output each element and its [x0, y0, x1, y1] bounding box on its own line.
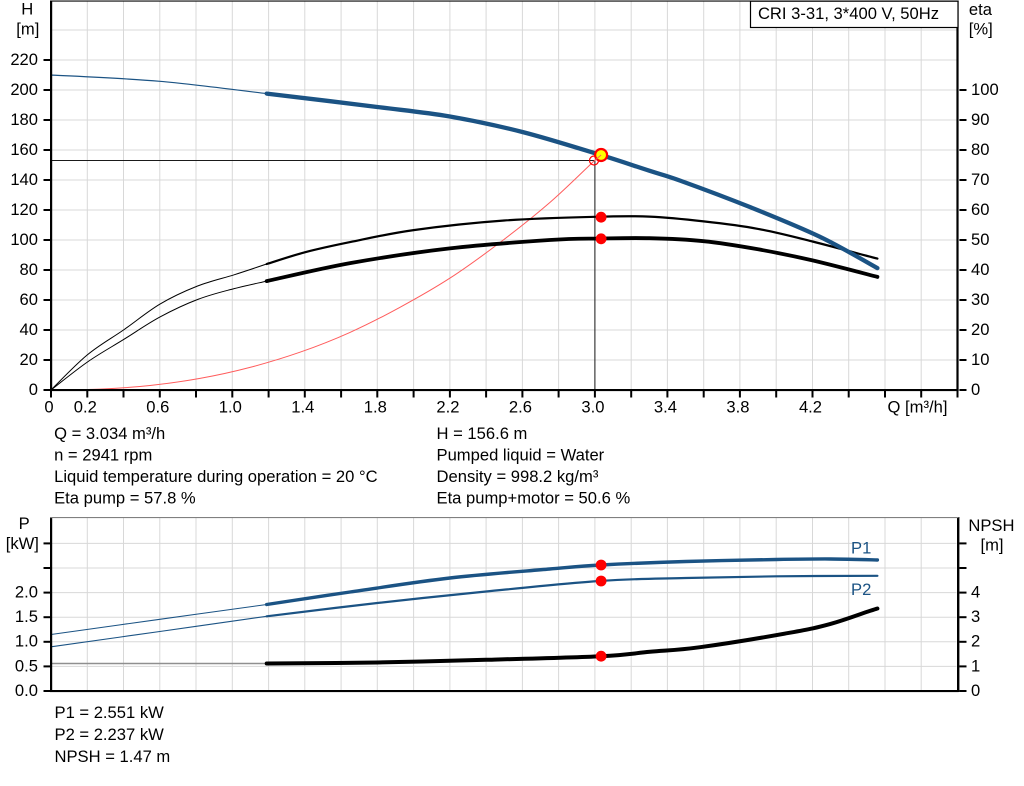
- svg-text:0.5: 0.5: [15, 656, 38, 675]
- svg-text:1.8: 1.8: [364, 397, 387, 416]
- svg-text:[m]: [m]: [980, 535, 1003, 554]
- svg-text:0.6: 0.6: [146, 397, 169, 416]
- svg-text:90: 90: [971, 110, 989, 129]
- svg-text:200: 200: [10, 80, 38, 99]
- svg-text:3.4: 3.4: [654, 397, 677, 416]
- svg-text:70: 70: [971, 170, 989, 189]
- svg-text:100: 100: [10, 230, 38, 249]
- svg-text:0: 0: [29, 380, 38, 399]
- svg-text:0: 0: [44, 397, 53, 416]
- svg-text:NPSH: NPSH: [968, 516, 1014, 535]
- svg-text:0: 0: [971, 380, 980, 399]
- svg-text:140: 140: [10, 170, 38, 189]
- svg-text:[%]: [%]: [969, 19, 993, 38]
- svg-text:P2 = 2.237 kW: P2 = 2.237 kW: [55, 725, 165, 744]
- svg-text:2.6: 2.6: [509, 397, 532, 416]
- svg-text:1.0: 1.0: [219, 397, 242, 416]
- svg-text:P2: P2: [851, 580, 871, 599]
- svg-text:Pumped liquid = Water: Pumped liquid = Water: [437, 446, 605, 465]
- svg-text:0: 0: [971, 681, 980, 700]
- svg-text:10: 10: [971, 350, 989, 369]
- svg-text:3.0: 3.0: [581, 397, 604, 416]
- svg-text:40: 40: [20, 320, 38, 339]
- svg-text:P1 = 2.551 kW: P1 = 2.551 kW: [55, 703, 165, 722]
- svg-text:3: 3: [971, 607, 980, 626]
- svg-text:[m]: [m]: [16, 20, 39, 39]
- svg-text:2: 2: [971, 632, 980, 651]
- svg-text:4: 4: [971, 583, 980, 602]
- svg-text:n = 2941 rpm: n = 2941 rpm: [54, 446, 152, 465]
- svg-text:H: H: [21, 0, 33, 19]
- svg-text:220: 220: [10, 50, 38, 69]
- svg-text:1.5: 1.5: [15, 607, 38, 626]
- svg-text:NPSH = 1.47 m: NPSH = 1.47 m: [55, 747, 171, 766]
- svg-text:P: P: [19, 514, 30, 533]
- svg-text:Q [m³/h]: Q [m³/h]: [888, 397, 948, 416]
- svg-text:1.4: 1.4: [291, 397, 314, 416]
- svg-text:Eta pump+motor = 50.6 %: Eta pump+motor = 50.6 %: [437, 489, 631, 508]
- svg-text:Q = 3.034 m³/h: Q = 3.034 m³/h: [54, 424, 165, 443]
- svg-text:60: 60: [20, 290, 38, 309]
- svg-text:0.2: 0.2: [74, 397, 97, 416]
- svg-text:1.0: 1.0: [15, 632, 38, 651]
- svg-text:20: 20: [971, 320, 989, 339]
- svg-text:100: 100: [971, 80, 999, 99]
- svg-text:160: 160: [10, 140, 38, 159]
- svg-text:Eta pump = 57.8 %: Eta pump = 57.8 %: [54, 489, 196, 508]
- svg-text:50: 50: [971, 230, 989, 249]
- svg-text:P1: P1: [851, 539, 871, 558]
- svg-text:2.0: 2.0: [15, 583, 38, 602]
- svg-text:2.2: 2.2: [436, 397, 459, 416]
- svg-text:180: 180: [10, 110, 38, 129]
- svg-text:80: 80: [971, 140, 989, 159]
- svg-text:1: 1: [971, 656, 980, 675]
- svg-text:eta: eta: [969, 0, 993, 19]
- svg-text:120: 120: [10, 200, 38, 219]
- svg-text:H = 156.6 m: H = 156.6 m: [437, 424, 528, 443]
- svg-text:30: 30: [971, 290, 989, 309]
- svg-text:CRI 3-31, 3*400 V, 50Hz: CRI 3-31, 3*400 V, 50Hz: [758, 4, 939, 23]
- svg-text:0.0: 0.0: [15, 681, 38, 700]
- svg-text:60: 60: [971, 200, 989, 219]
- svg-text:Liquid temperature during oper: Liquid temperature during operation = 20…: [54, 467, 378, 486]
- svg-text:20: 20: [20, 350, 38, 369]
- svg-text:80: 80: [20, 260, 38, 279]
- svg-text:Density = 998.2 kg/m³: Density = 998.2 kg/m³: [437, 467, 599, 486]
- svg-text:40: 40: [971, 260, 989, 279]
- svg-text:[kW]: [kW]: [6, 534, 39, 553]
- svg-text:4.2: 4.2: [799, 397, 822, 416]
- svg-text:3.8: 3.8: [726, 397, 749, 416]
